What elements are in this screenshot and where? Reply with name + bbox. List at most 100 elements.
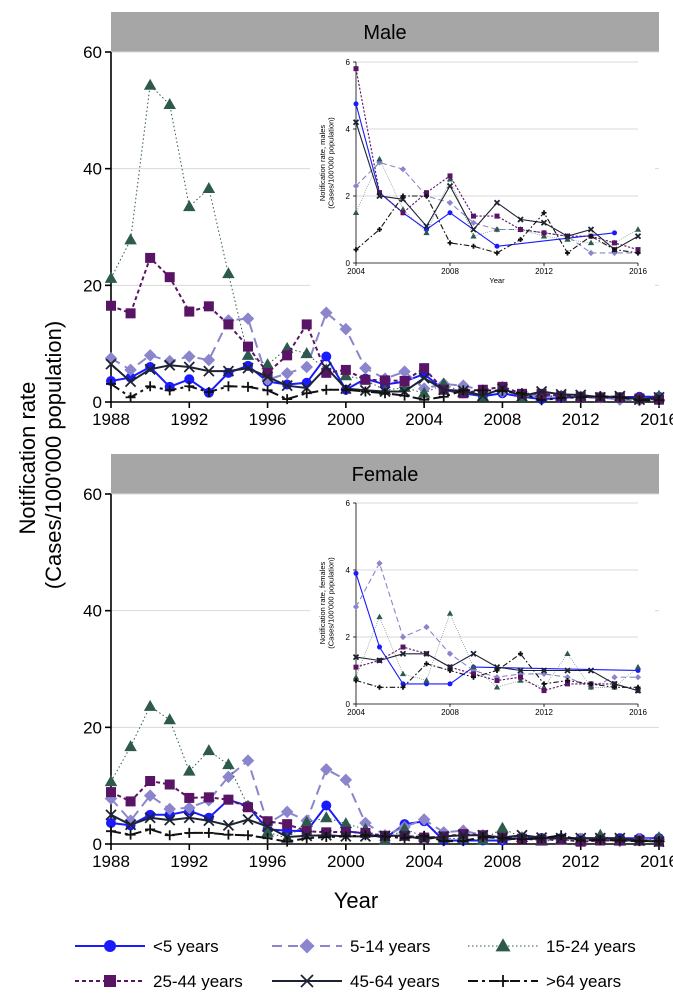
male-x-tick-label: 2000	[327, 410, 365, 429]
male-inset-data-point-s4	[635, 247, 641, 253]
male-data-point-s5	[281, 380, 293, 392]
male-inset-data-point-s3	[446, 176, 454, 182]
male-inset-data-point-s6	[541, 210, 547, 216]
male-data-point-s6	[556, 392, 567, 403]
male-data-point-s6	[243, 381, 253, 392]
male-data-point-s6	[399, 390, 410, 401]
male-inset-x-tick-label: 2004	[347, 267, 365, 276]
female-inset-data-point-s5	[352, 653, 360, 661]
female-title-bar	[111, 454, 659, 494]
x-axis-label: Year	[334, 888, 378, 913]
male-title: Male	[363, 22, 406, 44]
female-data-point-s3	[320, 811, 333, 823]
female-inset-data-point-s4	[471, 671, 476, 677]
male-data-point-s5	[203, 365, 215, 377]
female-inset-data-point-s1	[400, 681, 406, 687]
female-inset-y-tick-label: 2	[346, 633, 351, 642]
male-inset-x-tick-label: 2012	[535, 267, 553, 276]
male-inset-data-point-s6	[471, 243, 476, 249]
male-data-point-s6	[497, 385, 508, 396]
male-data-point-s5	[124, 375, 137, 388]
male-inset-data-point-s5	[634, 233, 642, 240]
male-data-point-s1	[321, 351, 332, 362]
male-inset-data-point-s3	[423, 229, 430, 236]
female-inset-data-point-s5	[540, 667, 548, 674]
female-inset-data-point-s4	[518, 674, 523, 680]
male-inset-data-point-s6	[494, 250, 500, 256]
female-data-point-s2	[417, 813, 431, 826]
male-data-point-s5	[418, 372, 430, 384]
male-inset-data-point-s6	[353, 247, 359, 253]
male-data-point-s4	[419, 363, 430, 374]
female-x-tick-label: 1996	[249, 852, 287, 871]
legend-marker-s2	[299, 938, 315, 954]
female-inset-data-point-s3	[423, 677, 430, 683]
female-data-point-s3	[300, 815, 313, 827]
female-inset-data-point-s1	[377, 644, 382, 650]
male-data-point-s6	[164, 385, 175, 396]
male-x-tick-label: 1996	[249, 410, 287, 429]
male-data-point-s3	[417, 386, 431, 398]
legend-marker-s6	[497, 975, 509, 987]
female-inset: 0 2 4 6 2004 2008 2012 2016 Notification rate, f…	[310, 497, 655, 719]
female-inset-data-point-s6	[471, 674, 476, 680]
female-inset-data-point-s4	[565, 681, 570, 687]
female-inset-data-point-s1	[353, 570, 359, 576]
male-data-point-s5	[144, 363, 156, 375]
female-inset-y-axis-label: Notification rate, females(Cases/100'000…	[318, 557, 336, 649]
female-data-point-s1	[321, 800, 332, 811]
female-x-tick-label: 2004	[405, 852, 443, 871]
male-y-tick-label: 60	[83, 43, 102, 62]
male-data-point-s2	[143, 349, 157, 362]
male-inset-y-axis-label-line: Notification rate, males	[318, 125, 327, 202]
female-inset-data-point-s4	[494, 678, 500, 684]
female-inset-data-point-s2	[399, 633, 407, 641]
male-x-tick-label: 2004	[405, 410, 443, 429]
male-inset-x-tick-label: 2008	[441, 267, 459, 276]
female-data-point-s6	[360, 830, 371, 841]
male-data-point-s4	[203, 301, 214, 312]
male-inset-data-point-s3	[493, 226, 501, 232]
female-data-point-s6	[477, 832, 488, 842]
female-data-point-s3	[261, 825, 274, 837]
female-data-point-s4	[301, 826, 312, 837]
male-inset-x-tick-label: 2016	[629, 267, 647, 276]
male-data-point-s1	[184, 374, 195, 385]
female-data-point-s6	[575, 835, 586, 846]
male-inset-data-point-s1	[612, 230, 617, 236]
female-data-point-s6	[164, 830, 175, 841]
female-data-point-s4	[203, 792, 214, 803]
female-inset-data-point-s2	[446, 650, 454, 657]
legend-marker-s1	[104, 940, 116, 952]
male-inset-background	[310, 56, 655, 292]
male-data-point-s6	[321, 384, 332, 395]
female-data-point-s6	[321, 832, 332, 842]
legend-label: >64 years	[546, 972, 621, 990]
legend-marker-s5	[300, 974, 314, 988]
female-data-point-s6	[438, 836, 449, 847]
male-data-point-s2	[320, 306, 333, 319]
female-data-point-s6	[497, 833, 508, 844]
male-inset-data-point-s5	[352, 119, 360, 126]
female-data-point-s2	[183, 801, 196, 815]
female-inset-data-point-s3	[376, 613, 383, 620]
male-inset-data-point-s6	[447, 240, 453, 246]
male-inset-data-point-s5	[423, 223, 430, 230]
male-data-point-s4	[536, 388, 547, 399]
male-data-point-s6	[536, 395, 547, 406]
male-data-point-s4	[321, 367, 332, 378]
female-data-point-s2	[320, 763, 333, 776]
male-inset-data-point-s3	[540, 232, 548, 239]
male-inset-data-point-s4	[612, 240, 617, 246]
female-data-point-s3	[496, 821, 509, 833]
male-inset-data-point-s3	[564, 236, 571, 242]
male-inset-data-point-s3	[470, 232, 477, 239]
female-inset-data-point-s6	[377, 684, 382, 690]
female-data-point-s6	[262, 833, 273, 844]
male-data-point-s3	[183, 200, 196, 212]
female-inset-data-point-s4	[400, 644, 406, 650]
female-x-tick-label: 2000	[327, 852, 365, 871]
female-data-point-s6	[203, 827, 214, 838]
male-data-point-s4	[399, 376, 410, 386]
male-inset-data-point-s3	[352, 209, 360, 215]
